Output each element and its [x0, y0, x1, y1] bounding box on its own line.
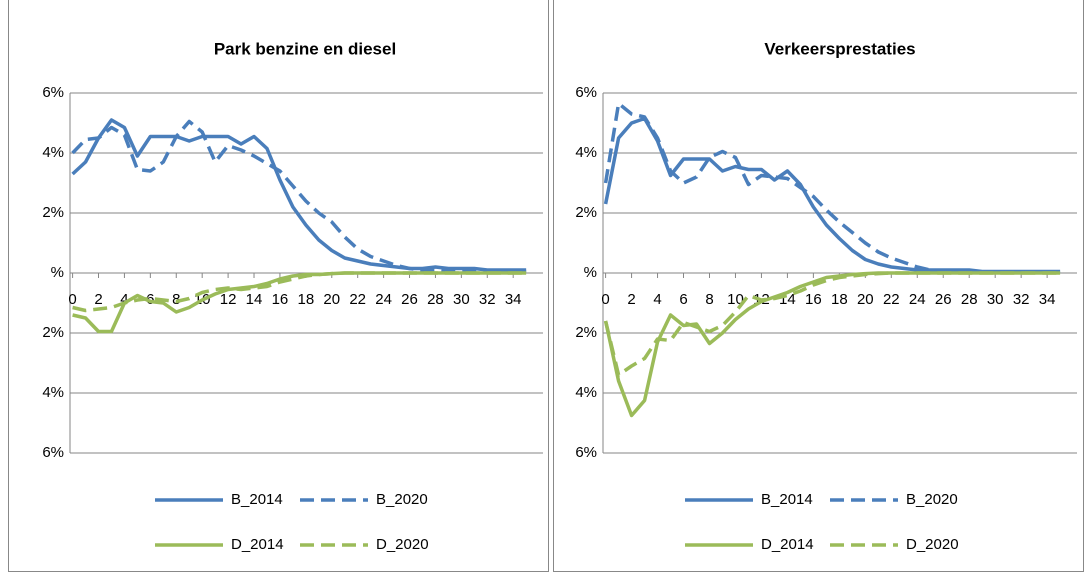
x-tick-label: 30 — [987, 291, 1004, 308]
x-tick-label: 30 — [453, 291, 470, 308]
x-tick-label: 20 — [323, 291, 340, 308]
y-tick-label: % — [51, 264, 64, 281]
y-tick-label: % — [584, 264, 597, 281]
x-tick-label: 6 — [679, 291, 687, 308]
legend-label: B_2014 — [231, 491, 283, 508]
x-tick-label: 26 — [401, 291, 418, 308]
legend-label: D_2014 — [761, 536, 814, 553]
x-tick-label: 8 — [172, 291, 180, 308]
legend-label: B_2020 — [906, 491, 958, 508]
x-tick-label: 12 — [220, 291, 237, 308]
y-tick-label: 4% — [575, 384, 597, 401]
series-line — [71, 118, 527, 272]
x-tick-label: 4 — [653, 291, 661, 308]
x-tick-label: 26 — [935, 291, 952, 308]
x-tick-label: 2 — [94, 291, 102, 308]
chart-title: Verkeersprestaties — [764, 39, 915, 58]
x-tick-label: 2 — [627, 291, 635, 308]
chart-title: Park benzine en diesel — [214, 39, 396, 58]
legend-label: D_2020 — [906, 536, 959, 553]
x-tick-label: 22 — [883, 291, 900, 308]
y-tick-label: 4% — [575, 144, 597, 161]
x-tick-label: 32 — [479, 291, 496, 308]
x-tick-label: 34 — [505, 291, 522, 308]
x-tick-label: 0 — [68, 291, 76, 308]
legend-label: B_2020 — [376, 491, 428, 508]
x-tick-label: 16 — [805, 291, 822, 308]
x-tick-label: 14 — [246, 291, 263, 308]
x-tick-label: 20 — [857, 291, 874, 308]
x-tick-label: 32 — [1013, 291, 1030, 308]
x-tick-label: 24 — [375, 291, 392, 308]
x-tick-label: 18 — [298, 291, 315, 308]
legend-label: B_2014 — [761, 491, 813, 508]
y-tick-label: 6% — [575, 84, 597, 101]
x-tick-label: 28 — [427, 291, 444, 308]
y-tick-label: 6% — [42, 84, 64, 101]
y-tick-label: 4% — [42, 144, 64, 161]
y-tick-label: 2% — [42, 324, 64, 341]
y-tick-label: 6% — [575, 444, 597, 461]
x-tick-label: 22 — [349, 291, 366, 308]
series-line — [72, 271, 527, 313]
x-tick-label: 34 — [1039, 291, 1056, 308]
y-tick-label: 2% — [575, 324, 597, 341]
x-tick-label: 0 — [601, 291, 609, 308]
series-line — [603, 271, 1061, 377]
x-tick-label: 24 — [909, 291, 926, 308]
y-tick-label: 2% — [575, 204, 597, 221]
x-tick-label: 10 — [727, 291, 744, 308]
y-tick-label: 2% — [42, 204, 64, 221]
legend-label: D_2014 — [231, 536, 284, 553]
x-tick-label: 4 — [120, 291, 128, 308]
x-tick-label: 28 — [961, 291, 978, 308]
y-tick-label: 4% — [42, 384, 64, 401]
y-tick-label: 6% — [42, 444, 64, 461]
x-tick-label: 8 — [705, 291, 713, 308]
x-tick-label: 16 — [272, 291, 289, 308]
legend-label: D_2020 — [376, 536, 429, 553]
x-tick-label: 6 — [146, 291, 154, 308]
x-tick-label: 18 — [831, 291, 848, 308]
